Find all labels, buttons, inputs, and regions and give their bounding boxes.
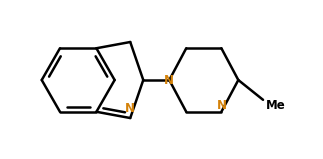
Text: N: N [216,99,226,112]
Text: N: N [125,102,135,115]
Text: N: N [164,73,174,86]
Text: Me: Me [266,99,286,112]
